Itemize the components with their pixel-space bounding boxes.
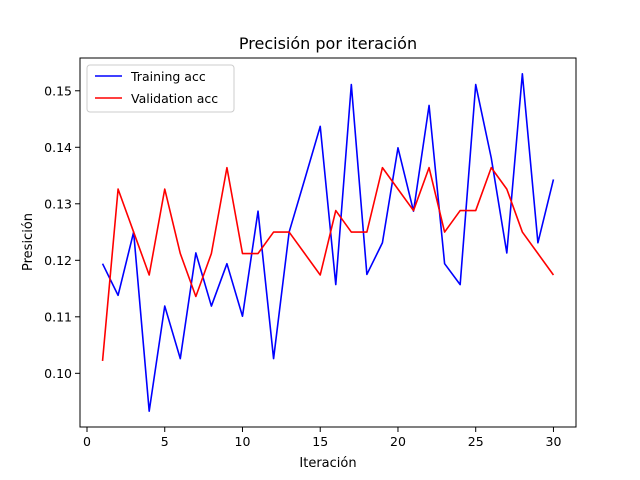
legend-box (86, 64, 235, 113)
x-tick-label: 0 (83, 434, 91, 449)
training-acc-line (101, 73, 555, 412)
legend: Training acc Validation acc (86, 64, 235, 113)
y-tick-label: 0.12 (44, 253, 72, 268)
x-tick-label: 30 (546, 434, 562, 449)
y-axis-ticks: 0.10 0.11 0.12 0.13 0.14 0.15 (44, 83, 80, 381)
y-tick-label: 0.15 (44, 83, 72, 98)
y-tick-label: 0.10 (44, 366, 72, 381)
x-tick-label: 20 (390, 434, 406, 449)
x-tick-label: 25 (468, 434, 484, 449)
x-tick-label: 10 (235, 434, 251, 449)
legend-label-validation: Validation acc (131, 91, 218, 106)
y-tick-label: 0.13 (44, 196, 72, 211)
x-tick-label: 5 (161, 434, 169, 449)
x-axis-ticks: 0 5 10 15 20 25 30 (83, 427, 561, 449)
y-tick-label: 0.11 (44, 309, 72, 324)
y-axis-label: Presición (21, 213, 36, 271)
series-lines (101, 73, 555, 412)
chart-title: Precisión por iteración (239, 34, 417, 53)
legend-label-training: Training acc (130, 69, 206, 84)
y-tick-label: 0.14 (44, 140, 72, 155)
x-axis-label: Iteración (299, 456, 356, 471)
x-tick-label: 15 (312, 434, 328, 449)
validation-acc-line (101, 166, 555, 361)
